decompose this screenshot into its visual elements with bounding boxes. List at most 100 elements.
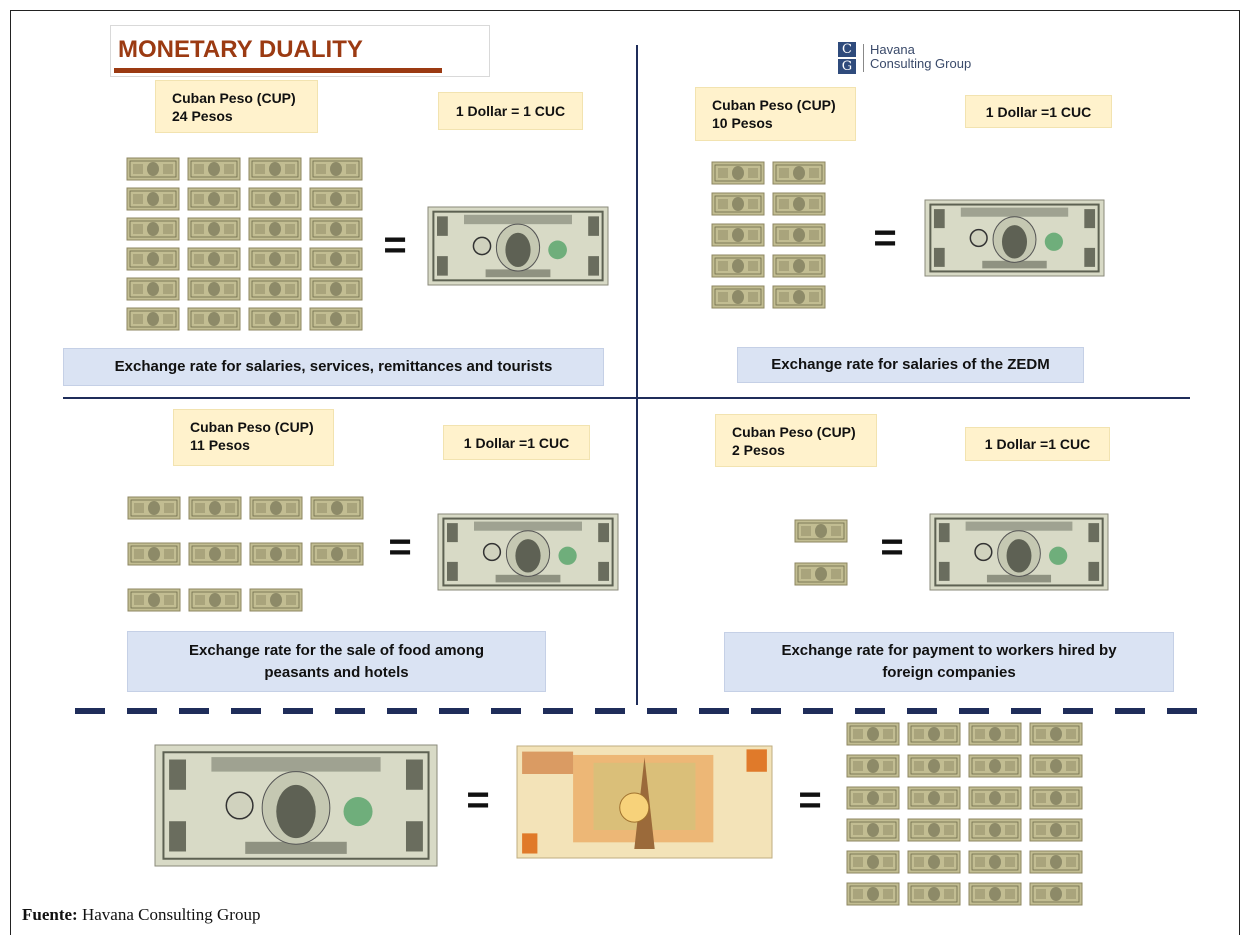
note-panel [346, 224, 356, 234]
note-panel [133, 314, 143, 324]
peso-note [127, 278, 179, 300]
caption-box: Exchange rate for payment to workers hir… [724, 632, 1174, 692]
peso-note [847, 819, 899, 841]
peso-note [773, 193, 825, 215]
note-panel [1036, 825, 1046, 835]
note-portrait [815, 567, 827, 581]
note-panel [809, 168, 819, 178]
caption-line: Exchange rate for salaries, services, re… [115, 356, 553, 378]
equals-sign: = [865, 218, 905, 258]
peso-note [250, 497, 302, 519]
note-panel [255, 314, 265, 324]
note-portrait [867, 759, 879, 773]
note-portrait [330, 312, 342, 326]
peso-note [250, 543, 302, 565]
peso-note [773, 255, 825, 277]
peso-amount: 10 Pesos [712, 114, 855, 132]
note-portrait [732, 197, 744, 211]
peso-note [188, 308, 240, 330]
peso-amount: 2 Pesos [732, 441, 876, 459]
dollar-bill [925, 200, 1104, 276]
equals-sign: = [872, 527, 912, 567]
note-panel [779, 261, 789, 271]
note-panel [224, 194, 234, 204]
dollar-bill [155, 745, 437, 866]
note-portrait [928, 759, 940, 773]
bill-corner [939, 562, 950, 581]
note-portrait [928, 855, 940, 869]
note-panel [944, 825, 954, 835]
cuc-text-area [522, 752, 573, 774]
peso-note [908, 755, 960, 777]
bill-seal [975, 544, 992, 561]
peso-note [908, 851, 960, 873]
note-panel [163, 164, 173, 174]
note-panel [163, 284, 173, 294]
peso-note [128, 497, 180, 519]
footer-label: Fuente: [22, 905, 78, 924]
note-panel [1005, 857, 1015, 867]
note-portrait [330, 162, 342, 176]
note-panel [194, 194, 204, 204]
note-panel [134, 503, 144, 513]
note-panel [195, 549, 205, 559]
note-panel [133, 254, 143, 264]
bill-band [211, 757, 380, 772]
note-portrait [269, 222, 281, 236]
bill-seal-green [344, 797, 373, 826]
cuc-seal [620, 793, 649, 822]
bill-corner [169, 821, 186, 851]
note-panel [975, 729, 985, 739]
note-panel [194, 314, 204, 324]
note-panel [748, 230, 758, 240]
note-panel [317, 549, 327, 559]
note-panel [1005, 793, 1015, 803]
note-portrait [793, 290, 805, 304]
bill-seal [226, 792, 253, 819]
footer: Fuente: Havana Consulting Group [22, 905, 260, 925]
peso-note [249, 188, 301, 210]
note-panel [809, 261, 819, 271]
equals-sign: = [458, 780, 498, 820]
note-panel [225, 503, 235, 513]
logo-line: Havana [870, 43, 971, 57]
note-panel [224, 164, 234, 174]
note-portrait [732, 166, 744, 180]
note-panel [853, 729, 863, 739]
rate-box: 1 Dollar =1 CUC [965, 95, 1112, 128]
note-panel [286, 595, 296, 605]
note-panel [163, 314, 173, 324]
note-panel [134, 595, 144, 605]
peso-note [310, 158, 362, 180]
note-portrait [208, 162, 220, 176]
note-portrait [208, 282, 220, 296]
note-panel [195, 595, 205, 605]
note-panel [346, 314, 356, 324]
note-portrait [330, 282, 342, 296]
peso-note [908, 723, 960, 745]
peso-note [969, 819, 1021, 841]
note-portrait [269, 162, 281, 176]
note-portrait [732, 259, 744, 273]
note-panel [1066, 761, 1076, 771]
note-panel [779, 292, 789, 302]
note-portrait [269, 192, 281, 206]
peso-note [908, 883, 960, 905]
note-panel [883, 729, 893, 739]
caption-line: Exchange rate for payment to workers hir… [781, 640, 1116, 662]
peso-note [969, 883, 1021, 905]
bill-corner [598, 523, 609, 542]
note-panel [1066, 729, 1076, 739]
currency-box: Cuban Peso (CUP)11 Pesos [173, 409, 334, 466]
note-portrait [793, 228, 805, 242]
peso-note [310, 248, 362, 270]
note-panel [316, 164, 326, 174]
currency-name: Cuban Peso (CUP) [190, 418, 333, 436]
bill-corner [437, 256, 448, 276]
peso-note [128, 543, 180, 565]
peso-note [310, 278, 362, 300]
note-panel [1036, 729, 1046, 739]
note-portrait [208, 222, 220, 236]
peso-note [712, 255, 764, 277]
note-portrait [928, 791, 940, 805]
